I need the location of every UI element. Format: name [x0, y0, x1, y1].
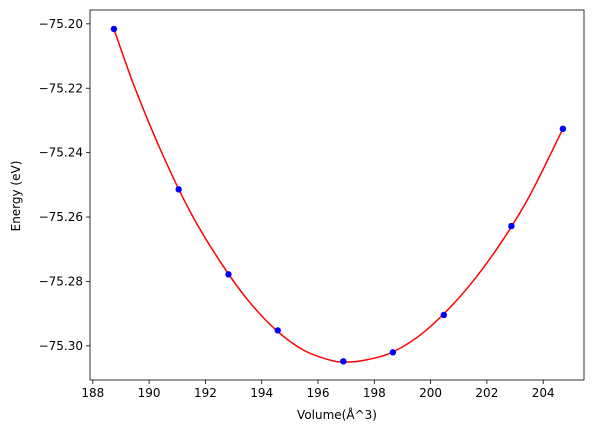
x-tick-label: 188 [81, 386, 104, 400]
data-point [508, 222, 515, 230]
plot-area: 188 190 192 194 196 198 200 202 204 −75.20 −75.22 −… [39, 9, 585, 400]
data-point [340, 358, 347, 365]
data-point [175, 186, 182, 193]
x-tick-label: 198 [363, 386, 386, 400]
y-tick-label: −75.24 [39, 146, 83, 160]
x-tick-label: 194 [250, 386, 273, 400]
data-point [274, 327, 281, 334]
y-tick-label: −75.20 [39, 17, 83, 31]
x-tick-label: 202 [475, 386, 498, 400]
fit-line [113, 28, 564, 363]
x-tick-label: 200 [419, 386, 442, 400]
x-tick-label: 196 [307, 386, 330, 400]
data-point [440, 311, 448, 319]
y-axis-label: Energy (eV) [9, 161, 23, 232]
y-tick-label: −75.26 [39, 210, 83, 224]
data-point [389, 349, 397, 356]
x-tick-label: 192 [194, 386, 217, 400]
data-point [559, 125, 567, 133]
data-point [110, 25, 118, 33]
axes-frame [89, 9, 585, 381]
x-tick-label: 190 [138, 386, 161, 400]
x-axis-label: Volume(Å^3) [297, 407, 377, 422]
data-point [225, 271, 232, 278]
y-tick-label: −75.28 [39, 274, 83, 288]
y-tick-label: −75.22 [39, 81, 83, 95]
y-tick-label: −75.30 [39, 339, 83, 353]
x-tick-label: 204 [532, 386, 555, 400]
